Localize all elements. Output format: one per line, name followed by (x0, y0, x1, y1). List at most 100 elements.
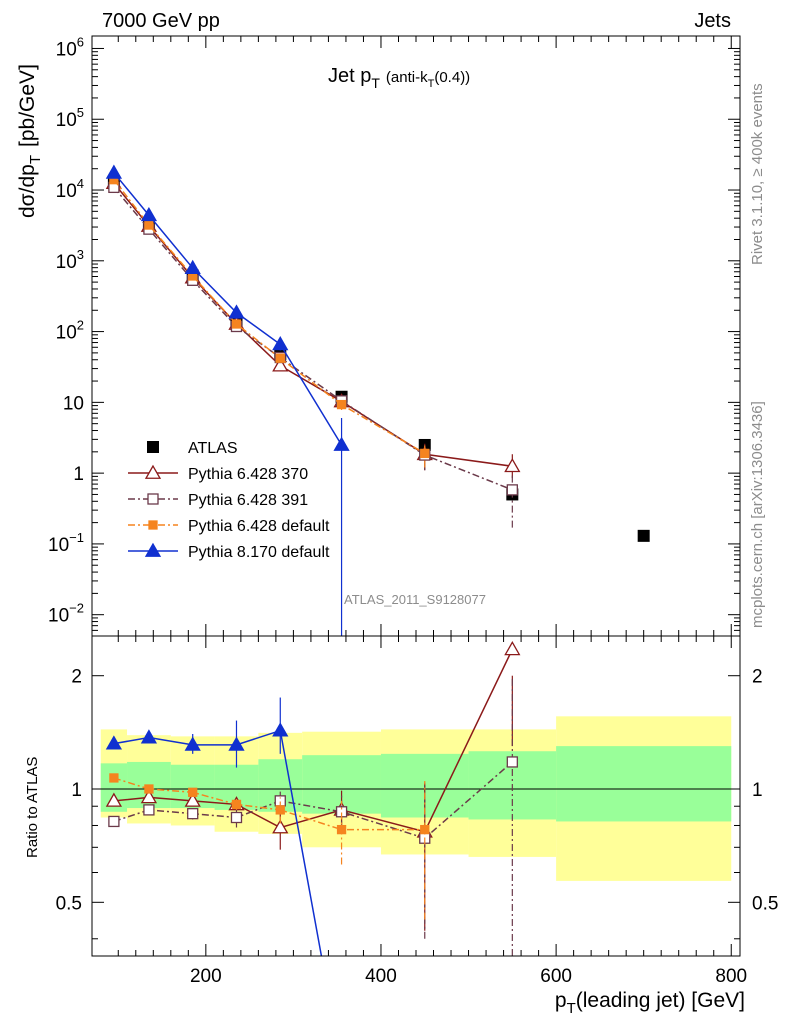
main-y-tick-exp: 6 (77, 34, 84, 49)
ratio-data-point (231, 799, 242, 810)
main-y-tick-base: 10 (56, 181, 77, 202)
main-series-pythia-6-428-370 (105, 174, 521, 479)
main-y-tick-base: 10 (56, 252, 77, 273)
ratio-data-point (187, 808, 199, 820)
main-y-tick-base: 10 (56, 110, 77, 131)
legend-marker (144, 464, 162, 479)
main-y-tick-exp: −1 (69, 530, 84, 545)
legend-entry: ATLAS (147, 440, 238, 457)
ratio-y-tick-label-right: 2 (752, 667, 763, 688)
ratio-series-line (113, 729, 323, 957)
main-y-tick-label: 102 (56, 318, 84, 344)
main-y-tick-base: 10 (48, 535, 69, 556)
main-y-tick-label: 10−2 (48, 601, 84, 627)
main-y-label-unit: [pb/GeV] (16, 64, 39, 147)
main-data-point (144, 220, 154, 230)
ratio-x-tick-label: 200 (190, 966, 222, 987)
ratio-y-ticks: 0.5 0.5 1 1 2 2 (56, 667, 778, 940)
ratio-y-tick-label: 0.5 (56, 893, 82, 914)
main-y-tick-base: 10 (56, 323, 77, 344)
legend-entry: Pythia 6.428 391 (128, 492, 308, 509)
legend-marker (148, 520, 158, 530)
x-axis-label-sub: T (567, 1000, 576, 1017)
main-data-point (184, 259, 201, 274)
ratio-data-point (140, 789, 158, 804)
main-data-point (228, 304, 245, 319)
ratio-y-tick-label-right: 1 (752, 780, 763, 801)
main-y-tick-label: 105 (56, 105, 84, 131)
main-y-tick-label: 10−1 (48, 530, 84, 556)
ratio-data-point (506, 756, 518, 768)
main-title-text: Jet p (328, 65, 371, 87)
ratio-band-green (556, 746, 732, 822)
x-axis-label: pT(leading jet) [GeV] (555, 989, 745, 1017)
main-y-tick-base: 10 (48, 606, 69, 627)
ratio-data-point (109, 773, 119, 783)
main-data-point (637, 529, 650, 542)
ratio-y-tick-label-right: 0.5 (752, 893, 778, 914)
main-y-tick-base: 10 (56, 39, 77, 60)
main-title-extra-sub: T (428, 78, 435, 90)
ratio-data-point (420, 824, 430, 835)
ratio-data-point (228, 736, 245, 751)
main-y-tick-label: 10 (63, 393, 84, 414)
main-data-point (336, 399, 347, 410)
main-y-tick-exp: 4 (77, 176, 84, 191)
main-y-tick-exp: 2 (77, 318, 84, 333)
ratio-data-point (336, 824, 347, 835)
ratio-series-line (113, 761, 513, 840)
main-series-atlas (107, 175, 650, 542)
side-text-top: Rivet 3.1.10, ≥ 400k events (749, 83, 766, 265)
ratio-y-label: Ratio to ATLAS (24, 757, 41, 858)
main-x-ticks (117, 36, 732, 636)
ratio-data-point (143, 804, 155, 816)
ratio-data-point (108, 815, 120, 828)
ratio-data-point (504, 641, 521, 656)
legend-marker (147, 441, 159, 453)
legend: ATLAS Pythia 6.428 370 Pythia 6.428 391 Pyt… (128, 440, 330, 561)
ratio-data-point (140, 729, 158, 744)
legend-label: Pythia 8.170 default (188, 544, 330, 561)
legend-label: ATLAS (188, 440, 238, 457)
main-series-line (113, 172, 343, 446)
ratio-data-point (184, 792, 201, 807)
main-title-sub: T (371, 75, 380, 91)
ratio-data-point (188, 787, 198, 797)
main-data-point (333, 436, 350, 451)
legend-marker (147, 493, 159, 505)
main-y-tick-label: 103 (56, 247, 84, 273)
x-axis-label-text: p (555, 989, 567, 1012)
header-left: 7000 GeV pp (102, 10, 220, 32)
main-series (105, 164, 650, 636)
main-title-extra: (anti-k (386, 69, 428, 86)
main-data-point (275, 353, 285, 363)
main-y-label-text: dσ/dp (16, 164, 39, 218)
ratio-data-point (105, 792, 123, 807)
main-y-tick-label: 1 (73, 464, 84, 485)
ratio-y-tick-label: 2 (71, 667, 82, 688)
header-right: Jets (694, 10, 731, 32)
main-y-tick-exp: 5 (77, 105, 84, 120)
ratio-data-point (272, 722, 289, 737)
watermark: ATLAS_2011_S9128077 (344, 592, 486, 607)
legend-label: Pythia 6.428 391 (188, 492, 308, 509)
main-title-extra-end: (0.4)) (434, 69, 470, 86)
ratio-series-line (113, 649, 514, 833)
main-series-pythia-8-170-default (105, 164, 350, 636)
legend-entry: Pythia 6.428 370 (128, 464, 308, 483)
main-data-point (140, 206, 158, 222)
main-data-point (231, 319, 242, 329)
main-y-tick-label: 104 (56, 176, 84, 202)
ratio-y-tick-label: 1 (71, 780, 82, 801)
legend-entry: Pythia 6.428 default (128, 518, 330, 535)
main-series-line (113, 179, 426, 455)
main-series-pythia-6-428-391 (108, 181, 518, 528)
main-data-point (272, 357, 289, 372)
ratio-series-pythia-8-170-default (105, 697, 323, 957)
ratio-data-point (184, 736, 201, 751)
main-y-tick-base: 1 (73, 464, 84, 485)
main-series-pythia-6-428-default (109, 175, 430, 468)
ratio-panel: 0.5 0.5 1 1 2 2 200 400 600 800 Ratio to ATLAS p… (24, 635, 778, 1017)
